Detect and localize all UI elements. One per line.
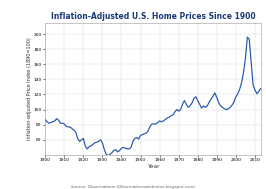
Title: Inflation-Adjusted U.S. Home Prices Since 1900: Inflation-Adjusted U.S. Home Prices Sinc… <box>51 12 255 21</box>
Text: Source: Observations (Observationsandnotes.blogspot.com): Source: Observations (Observationsandnot… <box>71 185 195 189</box>
Y-axis label: Inflation-adjusted Price Index (1890=100): Inflation-adjusted Price Index (1890=100… <box>27 37 32 140</box>
X-axis label: Year: Year <box>147 164 159 169</box>
